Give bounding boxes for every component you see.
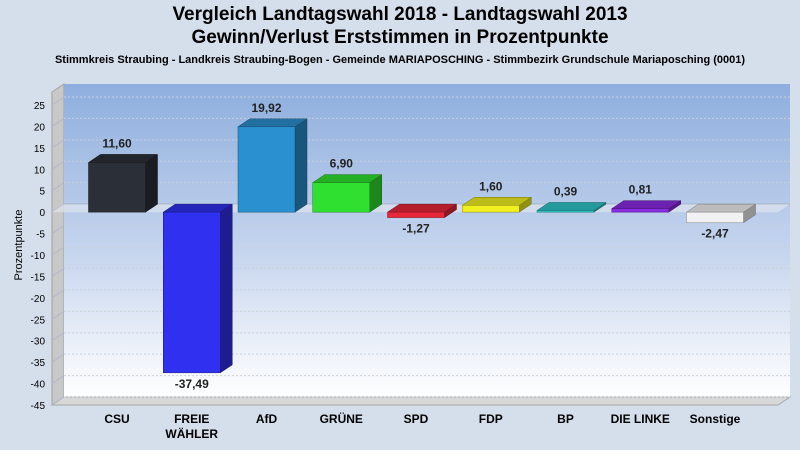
grid-line-side	[51, 182, 65, 192]
x-tick-label: Sonstige	[690, 412, 741, 426]
bar	[461, 196, 533, 213]
bar	[386, 203, 458, 219]
chart-title-line2: Gewinn/Verlust Erststimmen in Prozentpun…	[191, 27, 609, 48]
grid-line-side	[51, 396, 65, 406]
bar-top	[237, 118, 308, 128]
bar-top	[386, 203, 458, 213]
x-tick-label: FREIE	[174, 412, 209, 426]
data-label: 1,60	[479, 179, 503, 193]
bar-side	[294, 118, 308, 213]
bar-top	[536, 202, 607, 211]
bar-top	[87, 154, 159, 163]
bar-front	[611, 208, 669, 213]
bar-top	[461, 197, 533, 206]
y-tick-label: -45	[31, 401, 46, 412]
bar-front	[163, 211, 221, 374]
y-tick-label: -20	[31, 294, 46, 305]
bar	[610, 200, 682, 213]
data-label: 0,81	[629, 183, 653, 197]
chart-subtitle: Stimmkreis Straubing - Landkreis Straubi…	[54, 54, 746, 66]
y-tick-label: -15	[31, 272, 46, 283]
bar-top	[311, 174, 383, 183]
bar-front	[462, 205, 520, 213]
grid-line-side	[51, 332, 65, 342]
bar-front	[387, 211, 445, 218]
plot-side-wall	[51, 83, 65, 406]
grid-line-side	[51, 160, 65, 170]
bar-side	[220, 203, 233, 374]
x-tick-label: SPD	[404, 412, 429, 426]
bar-front	[237, 126, 296, 213]
bar-top	[610, 200, 682, 209]
y-tick-label: 20	[34, 122, 46, 133]
data-label: 11,60	[102, 136, 132, 150]
bar	[311, 174, 383, 213]
bar-front	[312, 182, 370, 213]
y-tick-label: 15	[34, 144, 46, 155]
grid-line-side	[51, 353, 65, 363]
y-tick-label: -35	[31, 358, 46, 369]
bar	[87, 153, 159, 213]
data-label: 19,92	[251, 101, 281, 115]
data-label: 6,90	[330, 157, 354, 171]
grid-line-side	[51, 375, 65, 384]
grid-line-side	[51, 268, 65, 277]
y-axis-label: Prozentpunkte	[13, 210, 25, 281]
bar	[536, 202, 607, 213]
data-label: -2,47	[701, 227, 729, 241]
bar-top	[162, 203, 234, 213]
bar-front	[536, 210, 595, 213]
bar	[685, 203, 757, 224]
y-tick-label: 25	[34, 101, 46, 112]
grid-line-side	[51, 310, 65, 320]
grid-line-side	[51, 118, 65, 127]
grid-line-side	[51, 139, 65, 149]
bar-side	[145, 153, 158, 213]
bar-front	[686, 211, 744, 223]
grid-line-side	[51, 225, 65, 234]
y-tick-label: 10	[34, 165, 46, 176]
y-tick-label: -10	[31, 251, 46, 262]
x-tick-label: FDP	[479, 412, 503, 426]
x-tick-label: WÄHLER	[165, 426, 218, 441]
chart-title: Vergleich Landtagswahl 2018 - Landtagswa…	[172, 4, 628, 25]
x-tick-label: CSU	[104, 412, 129, 426]
data-label: -1,27	[402, 222, 430, 236]
y-tick-label: -5	[36, 230, 45, 241]
x-tick-label: GRÜNE	[320, 411, 363, 426]
y-tick-label: 0	[39, 208, 45, 219]
bar-front	[88, 162, 146, 213]
data-label: -37,49	[175, 377, 209, 391]
grid-line-side	[51, 289, 65, 299]
bar	[237, 118, 308, 213]
plot-floor	[50, 396, 792, 406]
bar-top	[685, 203, 757, 213]
grid-line-side	[51, 246, 65, 256]
y-tick-label: 5	[39, 187, 45, 198]
y-tick-label: -25	[31, 315, 46, 326]
grid-line-side	[51, 96, 65, 106]
y-tick-label: -30	[31, 337, 46, 348]
x-tick-label: BP	[557, 412, 574, 426]
y-tick-label: -40	[31, 380, 46, 391]
bar	[162, 203, 234, 374]
x-tick-label: DIE LINKE	[611, 412, 670, 426]
data-label: 0,39	[554, 184, 578, 198]
x-tick-label: AfD	[256, 412, 278, 426]
